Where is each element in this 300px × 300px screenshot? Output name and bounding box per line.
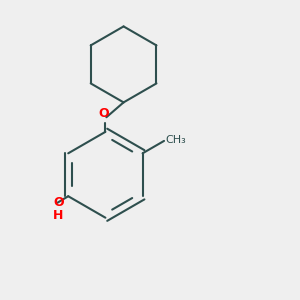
Text: O: O [98, 107, 109, 120]
Text: O: O [53, 196, 64, 209]
Text: H: H [53, 209, 64, 222]
Text: CH₃: CH₃ [166, 135, 186, 145]
